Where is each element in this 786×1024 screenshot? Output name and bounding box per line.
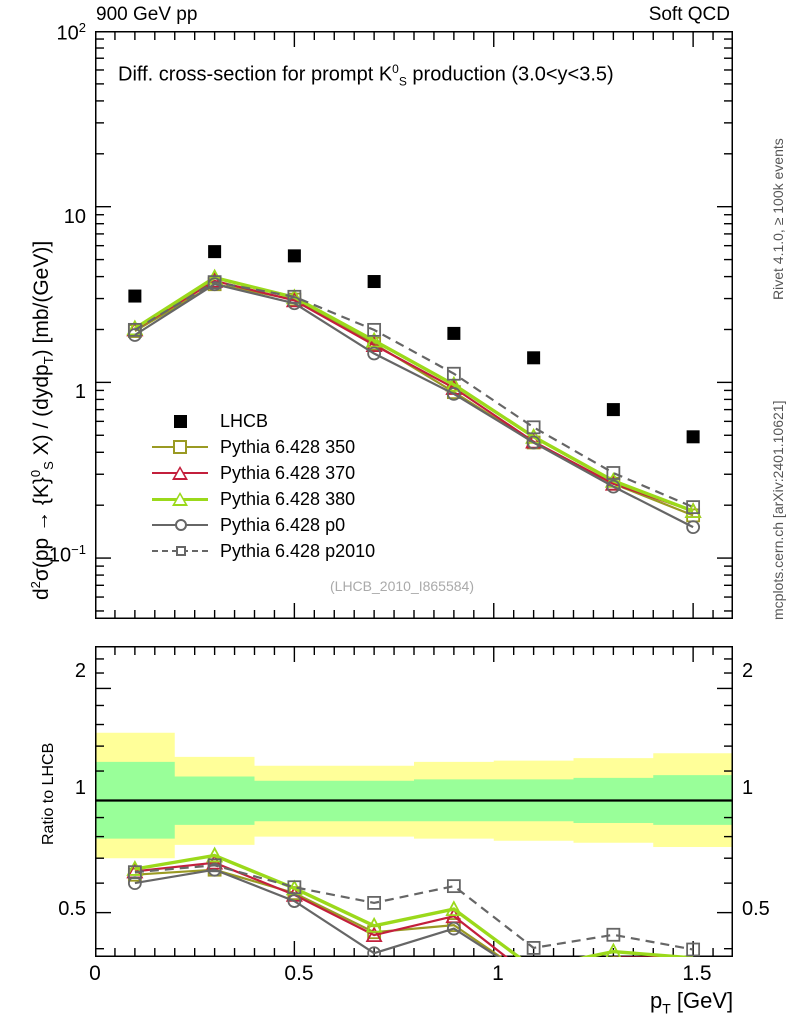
ratio-ytick-0p5-left: 0.5 [58,898,86,920]
xaxis-label: pT [GeV] [650,988,733,1016]
rivet-version-caption: Rivet 4.1.0, ≥ 100k events [770,138,786,300]
ratio-ytick-0p5-right: 0.5 [742,898,770,920]
triangle-icon [172,492,188,506]
xaxis-label-sub: T [662,1000,671,1017]
plot-title-subscript: S [398,74,407,89]
triangle-icon [172,466,188,480]
main-ytick-0p1: 10−1 [48,542,86,567]
legend-key-p0 [152,515,208,535]
xaxis-label-pre: p [650,988,663,1013]
ratio-plot-panel [95,646,733,957]
legend-item-lhcb[interactable]: LHCB [152,408,375,434]
xtick-1p5: 1.5 [682,962,712,985]
main-plot-canvas [95,31,733,619]
ratio-ytick-2-right: 2 [742,660,754,682]
mcplots-source-caption: mcplots.cern.ch [arXiv:2401.10621] [770,400,786,620]
legend-key-p350 [152,437,208,457]
header-left-label: 900 GeV pp [96,4,198,25]
dataset-watermark: (LHCB_2010_I865584) [330,578,474,594]
plot-title-superscript: 0 [392,62,399,76]
legend-item-p0[interactable]: Pythia 6.428 p0 [152,512,375,538]
ratio-ytick-2-left: 2 [74,660,86,682]
main-ytick-100: 102 [56,20,86,45]
ratio-ytick-1-left: 1 [74,777,86,799]
ratio-ytick-1-right: 1 [742,777,754,799]
legend-key-p2010 [152,541,208,561]
legend-label-p380: Pythia 6.428 380 [220,488,356,509]
header-right-label: Soft QCD [648,4,730,25]
square-icon [173,440,187,454]
plot-legend: LHCB Pythia 6.428 350 Pythia 6.428 370 P… [152,408,375,564]
legend-label-p370: Pythia 6.428 370 [220,462,356,483]
legend-label-lhcb: LHCB [220,410,269,431]
main-ytick-10: 10 [63,206,86,228]
square-filled-icon [174,415,187,428]
xtick-0p5: 0.5 [284,962,314,985]
xtick-0: 0 [89,962,101,985]
xaxis-label-tail: [GeV] [670,988,734,1013]
legend-key-lhcb [152,411,208,431]
plot-title-text: Diff. cross-section for prompt K [118,63,393,86]
main-plot-panel [95,31,733,619]
legend-item-p2010[interactable]: Pythia 6.428 p2010 [152,538,375,564]
legend-label-p350: Pythia 6.428 350 [220,436,356,457]
legend-label-p2010: Pythia 6.428 p2010 [220,540,376,561]
plot-title-tail: production (3.0<y<3.5) [406,63,614,86]
legend-item-p350[interactable]: Pythia 6.428 350 [152,434,375,460]
circle-icon [175,519,187,531]
legend-key-p380 [152,489,208,509]
square-icon [176,546,186,556]
xtick-1: 1 [492,962,504,985]
legend-key-p370 [152,463,208,483]
legend-label-p0: Pythia 6.428 p0 [220,514,346,535]
legend-item-p370[interactable]: Pythia 6.428 370 [152,460,375,486]
main-plot-title: Diff. cross-section for prompt K0S produ… [118,62,614,89]
main-ytick-1: 1 [74,381,86,403]
ratio-plot-canvas [95,646,733,957]
legend-item-p380[interactable]: Pythia 6.428 380 [152,486,375,512]
